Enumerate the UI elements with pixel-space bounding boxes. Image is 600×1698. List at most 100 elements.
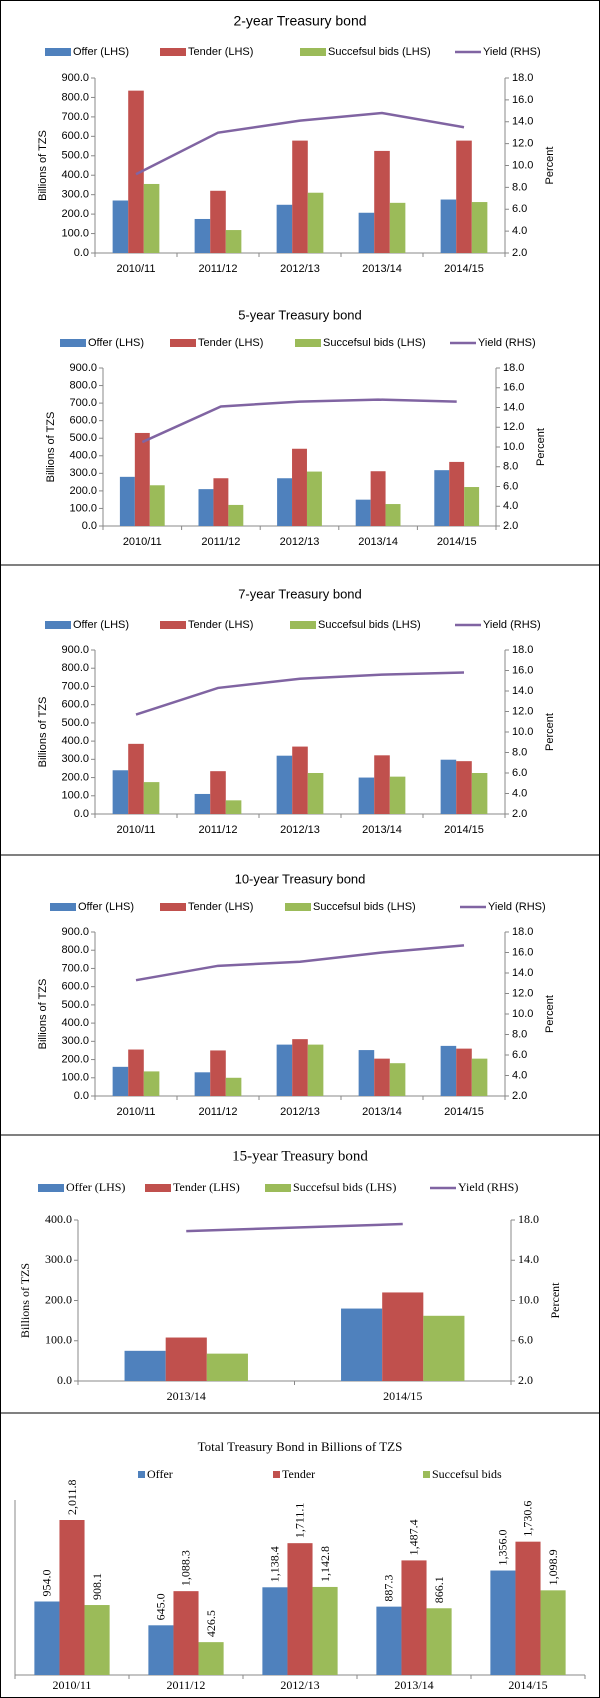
y-tick-label: 300.0: [69, 467, 97, 479]
bar: [198, 489, 214, 526]
legend-swatch: [290, 621, 316, 629]
x-tick-label: 2011/12: [199, 824, 238, 836]
x-tick-label: 2012/13: [280, 824, 320, 836]
bar: [165, 1337, 207, 1381]
bar: [173, 1591, 199, 1675]
legend-label: Tender (LHS): [188, 619, 253, 631]
x-tick-label: 2011/12: [199, 263, 238, 275]
bar: [389, 202, 406, 253]
y2-axis-label: Percent: [548, 1282, 562, 1319]
legend-swatch: [265, 1184, 291, 1192]
x-tick-label: 2010/11: [117, 263, 156, 275]
legend-swatch: [145, 1184, 171, 1192]
y2-tick-label: 6.0: [503, 480, 518, 492]
y2-tick-label: 14.0: [512, 116, 533, 128]
bar: [143, 1071, 160, 1096]
bar: [374, 755, 390, 814]
y-tick-label: 700.0: [61, 962, 89, 974]
bar: [194, 793, 211, 814]
x-tick-label: 2014/15: [444, 1106, 484, 1118]
legend-swatch: [423, 1471, 430, 1478]
y2-tick-label: 8.0: [512, 1028, 527, 1040]
data-label: 908.1: [90, 1573, 104, 1600]
data-label: 1,487.4: [407, 1519, 421, 1555]
bar: [292, 746, 308, 814]
data-label: 426.5: [204, 1610, 218, 1637]
bar: [194, 218, 211, 253]
y2-tick-label: 14.0: [503, 401, 524, 413]
bar: [225, 1077, 242, 1096]
y2-axis-label: Percent: [544, 713, 556, 751]
x-tick-label: 2013/14: [362, 824, 402, 836]
bar: [312, 1586, 338, 1675]
legend-swatch: [160, 621, 186, 629]
y2-tick-label: 10.0: [518, 1292, 539, 1306]
data-label: 2,011.8: [65, 1479, 79, 1515]
bar: [210, 190, 226, 253]
y2-tick-label: 18.0: [518, 1212, 539, 1226]
legend-swatch: [300, 48, 326, 56]
data-label: 1,098.9: [546, 1549, 560, 1585]
bar: [112, 200, 129, 253]
y-tick-label: 300.0: [61, 1035, 89, 1047]
bar: [128, 1049, 144, 1096]
y2-tick-label: 8.0: [503, 461, 518, 473]
y2-axis-label: Percent: [535, 428, 547, 466]
y2-tick-label: 16.0: [503, 382, 524, 394]
bar: [515, 1541, 541, 1675]
legend-label: Offer (LHS): [73, 46, 129, 58]
bar: [401, 1560, 427, 1675]
y-tick-label: 700.0: [61, 680, 89, 692]
y-tick-label: 600.0: [61, 699, 89, 711]
x-tick-label: 2013/14: [358, 536, 398, 548]
y-tick-label: 700.0: [61, 111, 89, 123]
y2-tick-label: 16.0: [512, 94, 533, 106]
legend-label: Offer (LHS): [73, 619, 129, 631]
y-tick-label: 500.0: [69, 432, 97, 444]
legend-swatch: [45, 48, 71, 56]
bar: [358, 777, 375, 814]
y2-tick-label: 4.0: [512, 787, 527, 799]
bar: [389, 776, 406, 814]
bar: [471, 773, 488, 814]
legend-label: Yield (RHS): [458, 1180, 518, 1194]
bar: [225, 800, 242, 814]
y2-tick-label: 10.0: [512, 159, 533, 171]
y-tick-label: 400.0: [45, 1212, 72, 1226]
y-tick-label: 900.0: [61, 926, 89, 938]
y-tick-label: 800.0: [61, 944, 89, 956]
bar: [112, 1066, 129, 1096]
x-tick-label: 2012/13: [280, 263, 320, 275]
x-tick-label: 2010/11: [117, 1106, 156, 1118]
x-tick-label: 2014/15: [444, 263, 484, 275]
bar: [194, 1072, 211, 1096]
y2-axis-label: Percent: [544, 147, 556, 185]
y-tick-label: 300.0: [45, 1252, 72, 1266]
bar: [262, 1587, 288, 1675]
y2-tick-label: 18.0: [512, 644, 533, 656]
bar: [440, 199, 457, 253]
x-tick-label: 2012/13: [280, 1678, 319, 1692]
y2-tick-label: 6.0: [512, 767, 527, 779]
bar: [456, 1048, 472, 1096]
yield-line: [141, 398, 457, 444]
legend-label: Succefsul bids (LHS): [313, 901, 416, 913]
bar: [471, 202, 488, 253]
bar: [307, 773, 324, 814]
y-tick-label: 200.0: [45, 1292, 72, 1306]
y-tick-label: 200.0: [69, 485, 97, 497]
y-tick-label: 800.0: [69, 379, 97, 391]
y-tick-label: 800.0: [61, 91, 89, 103]
data-label: 954.0: [40, 1569, 54, 1596]
y-axis-label: Billions of TZS: [37, 697, 49, 768]
bar: [128, 743, 144, 814]
x-tick-label: 2010/11: [123, 536, 162, 548]
y2-tick-label: 2.0: [512, 808, 527, 820]
y-tick-label: 800.0: [61, 662, 89, 674]
chart-title: 2-year Treasury bond: [233, 13, 366, 29]
legend-label: Tender (LHS): [188, 901, 253, 913]
bar: [464, 487, 480, 526]
y-tick-label: 400.0: [69, 450, 97, 462]
y-tick-label: 300.0: [61, 753, 89, 765]
legend-label: Offer (LHS): [66, 1180, 125, 1194]
